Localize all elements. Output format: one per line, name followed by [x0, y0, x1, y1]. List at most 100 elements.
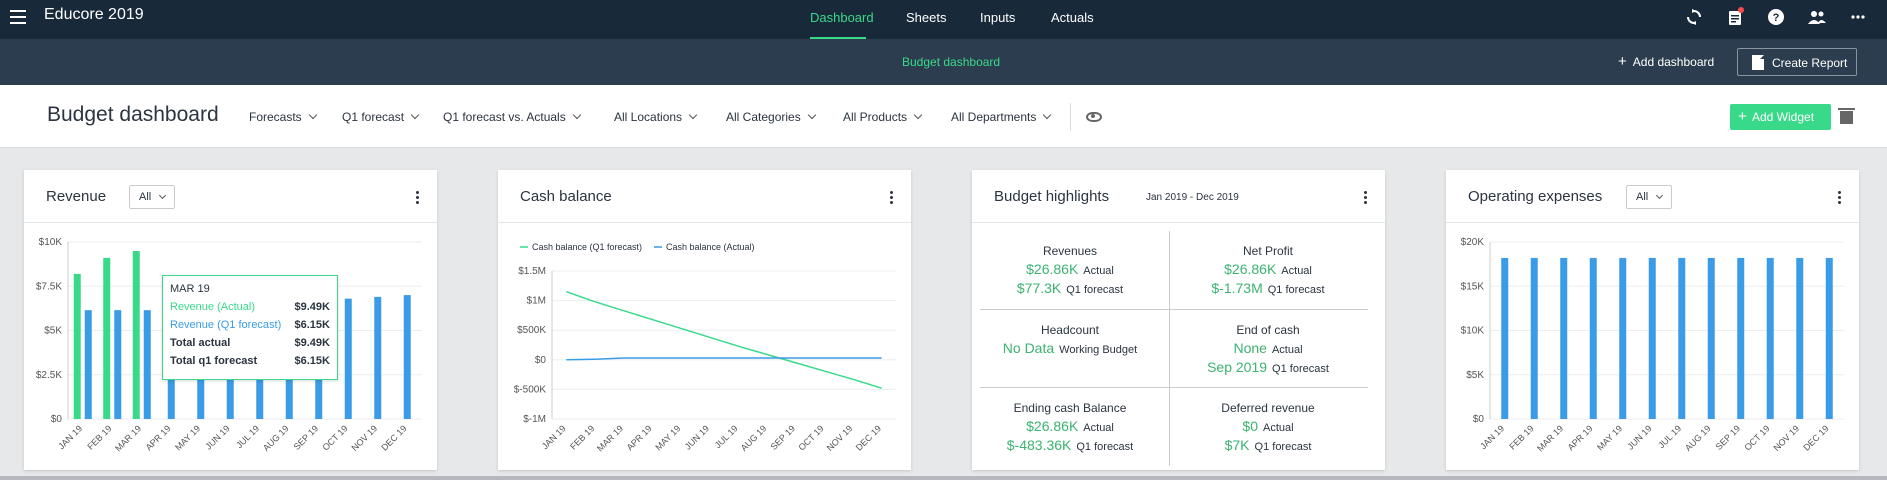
trash-icon[interactable] — [1838, 108, 1855, 124]
filter-label: Forecasts — [249, 110, 302, 124]
cash-balance-widget: Cash balance $-1M $-500K $0 $500K $1M $1.5M JA… — [498, 170, 911, 470]
y-tick-label: $20K — [1461, 237, 1485, 248]
y-tick-label: $15K — [1461, 281, 1485, 292]
highlight-value: No Data — [1002, 340, 1055, 356]
more-icon[interactable] — [1849, 8, 1867, 26]
chevron-down-icon — [572, 110, 581, 120]
highlight-sublabel: Q1 forecast — [1267, 284, 1325, 296]
add-widget-button[interactable]: + Add Widget — [1730, 104, 1831, 130]
x-tick-label: AUG 19 — [739, 423, 769, 453]
opex-bar — [1530, 257, 1538, 419]
highlight-sublabel: Actual — [1083, 422, 1114, 434]
widget-title: Budget highlights — [994, 188, 1110, 205]
revenue-actual-bar — [103, 257, 111, 419]
filter-forecasts[interactable]: Forecasts — [249, 110, 317, 124]
opex-filter-select[interactable]: All — [1626, 185, 1672, 209]
highlight-sublabel: Working Budget — [1059, 344, 1138, 356]
filter-departments[interactable]: All Departments — [951, 110, 1052, 124]
widget-title: Cash balance — [520, 188, 612, 205]
divider — [1169, 231, 1170, 466]
highlight-value: $26.86K — [1026, 261, 1079, 277]
tab-sheets[interactable]: Sheets — [906, 10, 947, 25]
x-tick-label: JAN 19 — [56, 423, 84, 451]
highlight-net-profit: Net Profit $26.86K Actual $-1.73M Q1 forec… — [1170, 244, 1366, 296]
x-tick-label: FEB 19 — [85, 423, 113, 451]
tab-actuals[interactable]: Actuals — [1051, 10, 1094, 25]
highlight-end-of-cash: End of cash None Actual Sep 2019 Q1 foreca… — [1170, 323, 1366, 375]
x-tick-label: AUG 19 — [261, 423, 291, 453]
notifications-icon[interactable] — [1726, 7, 1744, 26]
filter-q1-forecast[interactable]: Q1 forecast — [342, 110, 420, 124]
highlight-sublabel: Actual — [1281, 265, 1312, 277]
tooltip-label: Total q1 forecast — [170, 355, 258, 367]
highlight-sublabel: Q1 forecast — [1076, 441, 1134, 453]
add-widget-label: Add Widget — [1752, 110, 1815, 124]
tooltip-month: MAR 19 — [170, 283, 210, 295]
widget-header: Budget highlights Jan 2019 - Dec 2019 — [972, 170, 1385, 223]
y-tick-label: $10K — [1461, 326, 1485, 337]
sync-icon[interactable] — [1685, 8, 1703, 26]
x-tick-label: SEP 19 — [1714, 423, 1743, 452]
kebab-menu-icon[interactable] — [1838, 191, 1841, 204]
revenue-forecast-bar — [114, 310, 122, 419]
widget-title: Revenue — [46, 188, 107, 205]
highlight-ending-cash-balance: Ending cash Balance $26.86K Actual $-483.… — [972, 401, 1168, 453]
eye-icon[interactable] — [1086, 112, 1102, 122]
x-tick-label: DEC 19 — [854, 423, 883, 452]
revenue-forecast-bar — [344, 298, 352, 419]
help-icon[interactable]: ? — [1767, 8, 1785, 26]
opex-bar — [1766, 257, 1774, 419]
menu-icon[interactable] — [10, 10, 26, 24]
revenue-forecast-bar — [143, 310, 151, 419]
revenue-actual-bar — [132, 251, 140, 419]
tooltip-label: Revenue (Q1 forecast) — [170, 319, 282, 331]
tooltip-value: $9.49K — [294, 301, 330, 313]
kebab-menu-icon[interactable] — [1364, 191, 1367, 204]
top-navbar: Educore 2019 Dashboard Sheets Inputs Act… — [0, 0, 1887, 40]
x-tick-label: NOV 19 — [349, 423, 379, 453]
cash-forecast-line — [566, 291, 882, 389]
opex-bar — [1796, 257, 1804, 419]
kebab-menu-icon[interactable] — [416, 191, 419, 204]
tab-dashboard[interactable]: Dashboard — [810, 10, 874, 25]
revenue-actual-bar — [73, 273, 81, 419]
highlight-value: $0 — [1242, 418, 1258, 434]
widget-header: Operating expenses All — [1446, 170, 1859, 223]
filter-products[interactable]: All Products — [843, 110, 923, 124]
kebab-menu-icon[interactable] — [890, 191, 893, 204]
x-tick-label: JUN 19 — [683, 423, 711, 451]
filter-label: Q1 forecast vs. Actuals — [443, 110, 566, 124]
highlight-label: Headcount — [1040, 323, 1100, 337]
filter-label: Q1 forecast — [342, 110, 405, 124]
filter-categories[interactable]: All Categories — [726, 110, 816, 124]
filter-label: All Locations — [614, 110, 683, 124]
filter-comparison[interactable]: Q1 forecast vs. Actuals — [443, 110, 581, 124]
highlight-value: None — [1233, 340, 1267, 356]
opex-bar — [1589, 257, 1597, 419]
y-tick-label: $5K — [1466, 370, 1484, 381]
chevron-down-icon — [1043, 110, 1052, 120]
x-tick-label: OCT 19 — [320, 423, 349, 452]
add-dashboard-button[interactable]: + Add dashboard — [1618, 53, 1714, 70]
x-tick-label: JUN 19 — [1625, 423, 1653, 451]
highlight-value: $26.86K — [1224, 261, 1277, 277]
notification-badge — [1738, 7, 1744, 13]
x-tick-label: APR 19 — [1566, 423, 1595, 452]
tooltip-label: Revenue (Actual) — [170, 301, 255, 313]
highlight-value: $-1.73M — [1211, 280, 1263, 296]
highlight-value: $7K — [1224, 437, 1250, 453]
opex-bar — [1501, 257, 1509, 419]
create-report-button[interactable]: Create Report — [1737, 48, 1857, 76]
revenue-filter-select[interactable]: All — [129, 185, 175, 209]
x-tick-label: NOV 19 — [1771, 423, 1801, 453]
highlight-sublabel: Q1 forecast — [1066, 284, 1124, 296]
filter-locations[interactable]: All Locations — [614, 110, 698, 124]
highlight-headcount: Headcount No Data Working Budget — [972, 323, 1168, 356]
tab-inputs[interactable]: Inputs — [980, 10, 1016, 25]
chevron-down-icon — [410, 110, 420, 120]
revenue-widget: Revenue All $0 $2.5K $5K $7.5K $10K JAN 19 FEB… — [24, 170, 437, 470]
chevron-down-icon — [158, 191, 167, 200]
sub-navbar: Budget dashboard + Add dashboard Create R… — [0, 39, 1887, 85]
widget-header: Revenue All — [24, 170, 437, 223]
users-icon[interactable] — [1808, 8, 1826, 26]
